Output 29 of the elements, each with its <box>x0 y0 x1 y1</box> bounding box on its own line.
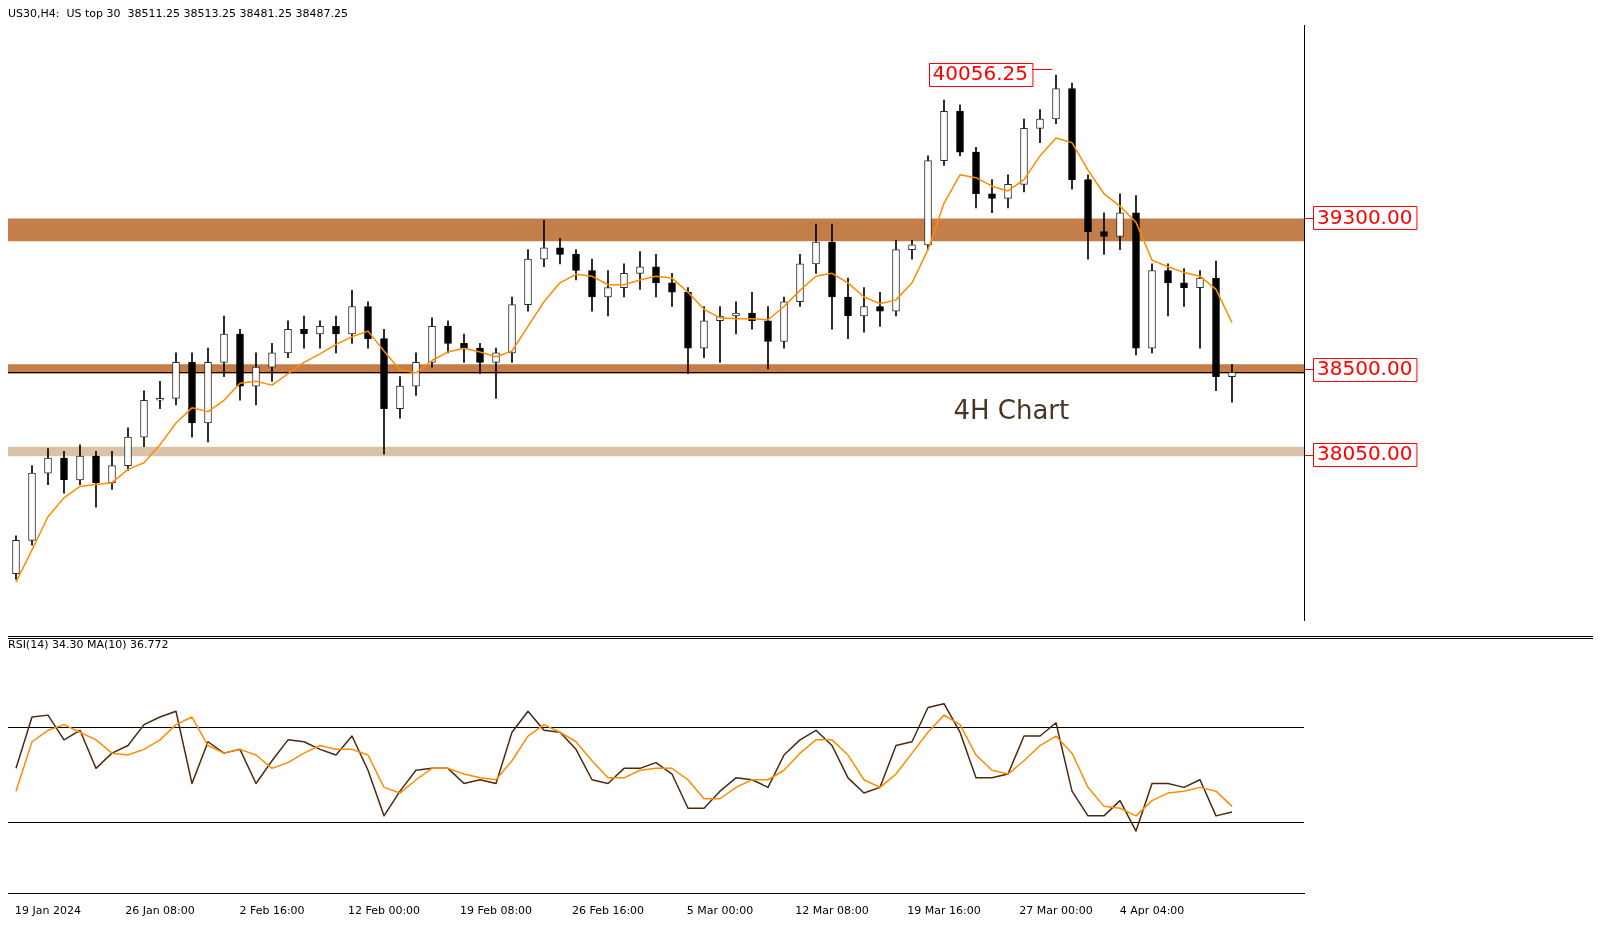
x-tick-label: 27 Mar 00:00 <box>1019 904 1093 918</box>
candlestick <box>1180 268 1188 307</box>
candlestick <box>1100 212 1108 255</box>
x-tick-label: 2 Feb 16:00 <box>239 904 305 918</box>
x-tick-label: 4 Apr 04:00 <box>1119 904 1185 918</box>
x-tick-label: 26 Feb 16:00 <box>571 904 645 918</box>
x-tick-label: 19 Mar 16:00 <box>907 904 981 918</box>
candlestick <box>876 291 884 327</box>
x-tick-label: 19 Feb 08:00 <box>459 904 533 918</box>
x-tick-label: 12 Mar 08:00 <box>795 904 869 918</box>
chart-title: US30,H4: US top 30 38511.25 38513.25 38481.25 38487.25 <box>8 7 348 21</box>
x-tick-label: 26 Jan 08:00 <box>125 904 195 918</box>
candlestick <box>604 270 612 317</box>
candlestick <box>540 219 548 268</box>
annotation: 40056.25 <box>932 61 1029 86</box>
candlestick <box>1196 270 1204 349</box>
candlestick <box>988 179 996 214</box>
x-tick-label: 12 Feb 00:00 <box>347 904 421 918</box>
chart-title: RSI(14) 34.30 MA(10) 36.772 <box>8 638 169 652</box>
y-tick-label: 38050.00 <box>1317 441 1413 466</box>
x-tick-label: 19 Jan 2024 <box>15 904 81 918</box>
candlestick <box>636 251 644 290</box>
y-tick-label: 38500.00 <box>1317 356 1413 381</box>
y-tick-label: 39300.00 <box>1317 204 1413 229</box>
candlestick <box>156 380 164 410</box>
candlestick <box>300 315 308 349</box>
annotation: 4H Chart <box>953 394 1070 425</box>
candlestick <box>460 333 468 363</box>
x-tick-label: 5 Mar 00:00 <box>686 904 754 918</box>
